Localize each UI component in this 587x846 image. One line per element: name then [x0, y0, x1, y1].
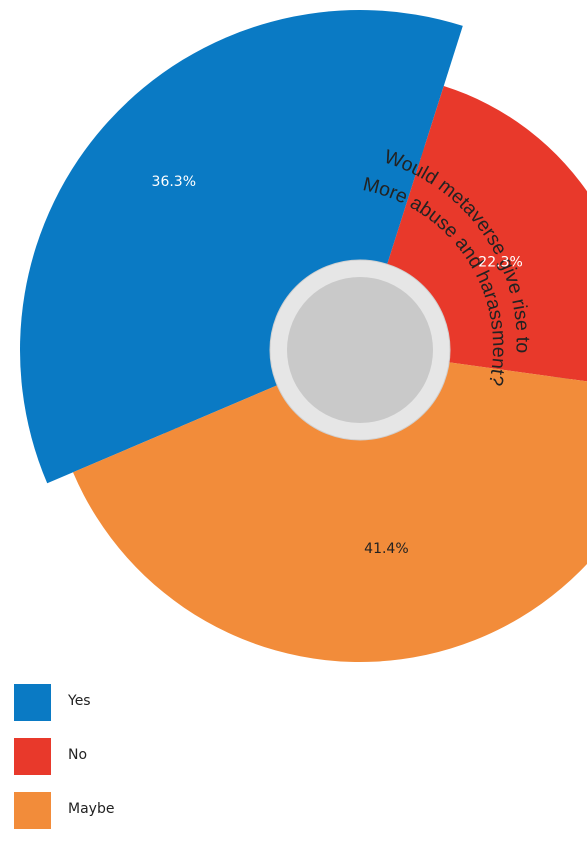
legend-label-yes: Yes: [68, 693, 91, 709]
data-label-yes: 36.3%: [152, 174, 196, 190]
data-label-no: 22.3%: [478, 254, 522, 270]
center-disc: [287, 277, 433, 423]
legend-label-no: No: [68, 747, 88, 763]
slice-yes: [19, 9, 463, 484]
slice-maybe: [72, 350, 587, 662]
legend-swatch-no: [14, 738, 51, 775]
data-label-maybe: 41.4%: [364, 541, 408, 557]
legend-swatch-yes: [14, 684, 51, 721]
legend-label-maybe: Maybe: [68, 801, 115, 817]
legend-swatch-maybe: [14, 792, 51, 829]
pie-chart: Would metaverse give rise to More abuse …: [19, 9, 587, 662]
